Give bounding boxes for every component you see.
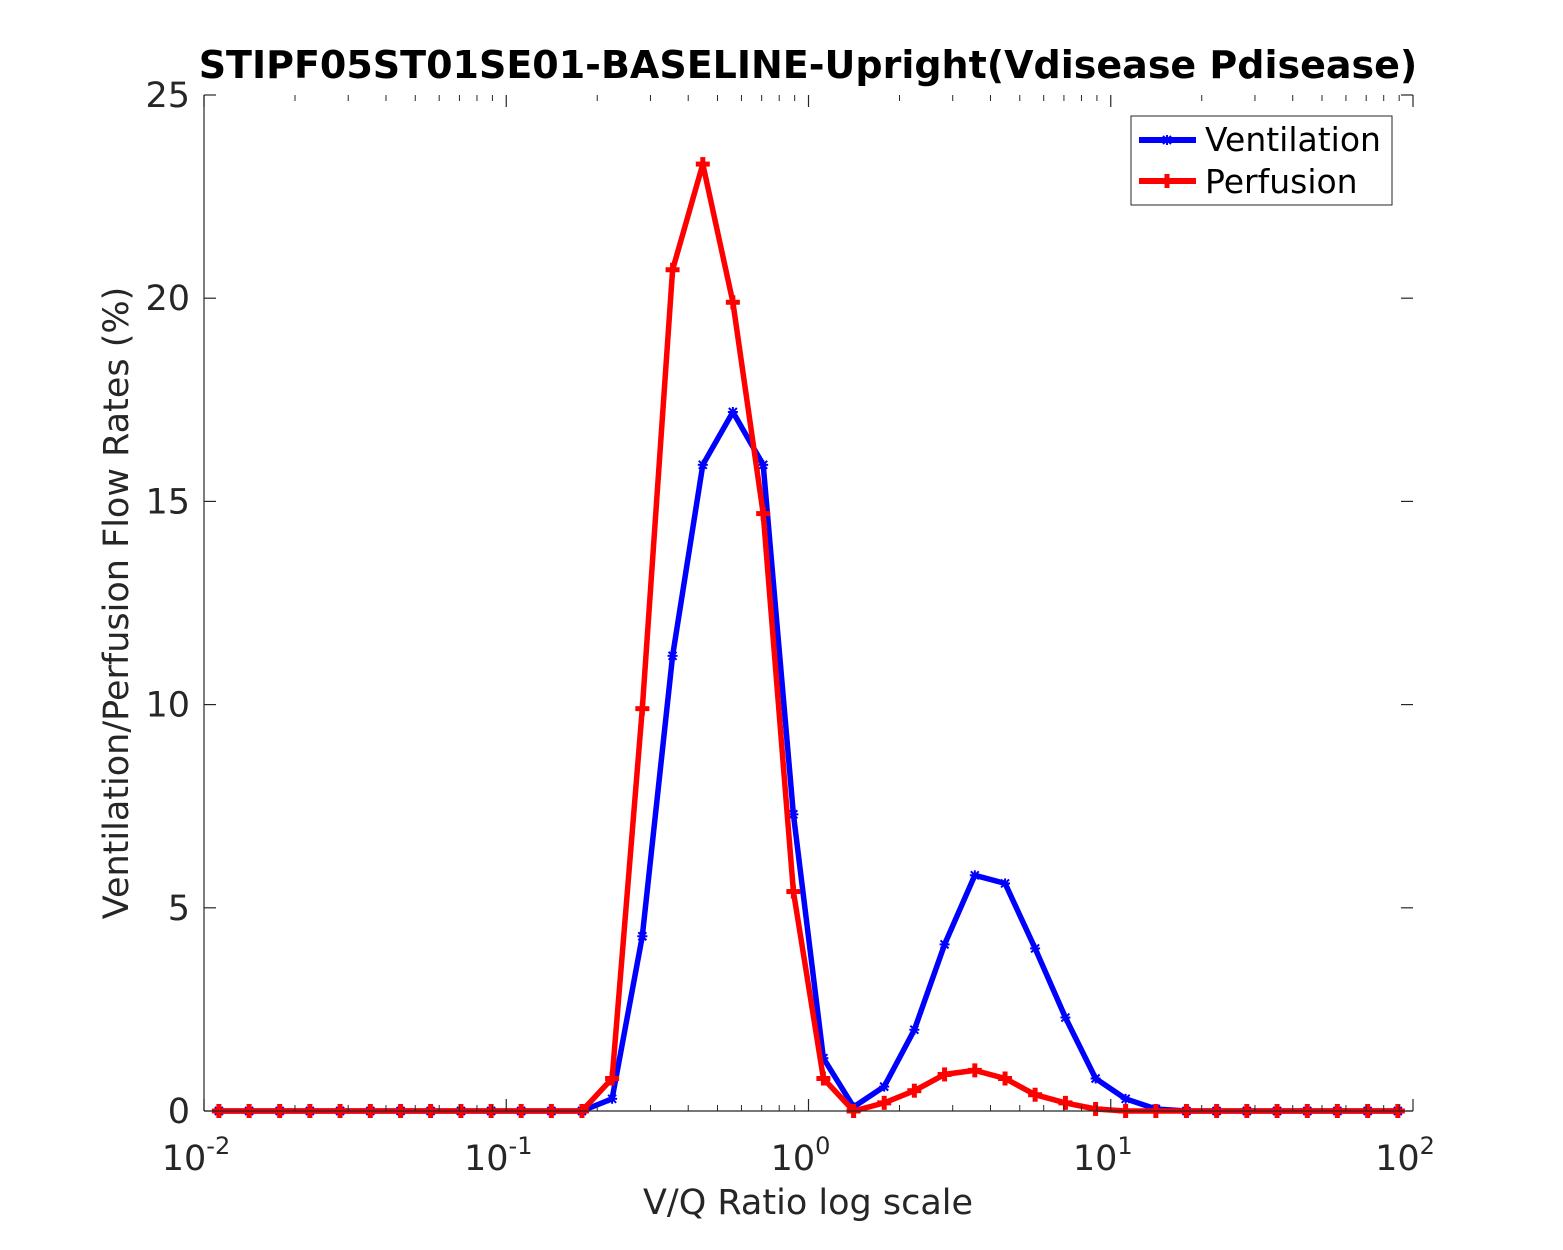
star-marker-d2: [1162, 135, 1172, 145]
legend-marker-perfusion: [1160, 174, 1174, 188]
legend-label-ventilation: Ventilation: [1205, 120, 1381, 159]
star-marker-d2: [758, 460, 768, 470]
data-point: [665, 262, 680, 277]
data-point: [907, 1083, 922, 1098]
star-marker-d2: [788, 809, 799, 820]
data-point: [788, 809, 799, 820]
y-tick-label: 5: [168, 889, 190, 929]
star-marker-d2: [939, 939, 950, 950]
star-marker-d2: [1030, 943, 1040, 954]
data-point: [967, 1063, 982, 1078]
data-point: [879, 1081, 890, 1092]
star-marker-d2: [1000, 878, 1010, 889]
star-marker-d2: [1060, 1012, 1071, 1023]
data-point: [637, 931, 648, 942]
data-point: [939, 939, 950, 950]
star-marker-d2: [728, 407, 738, 417]
data-point: [1120, 1093, 1131, 1104]
data-point: [727, 406, 738, 417]
data-point: [1058, 1095, 1073, 1110]
legend: Ventilation Perfusion: [1130, 115, 1393, 206]
data-point: [756, 506, 771, 521]
data-point: [697, 459, 708, 470]
x-tick-label: 102: [1375, 1132, 1435, 1179]
data-point: [1090, 1073, 1101, 1084]
data-point: [758, 459, 769, 470]
data-point: [667, 650, 678, 661]
star-marker-d2: [970, 870, 980, 880]
y-tick-label: 25: [145, 76, 190, 116]
data-point: [725, 295, 740, 310]
data-point: [1060, 1012, 1071, 1023]
data-point: [816, 1071, 831, 1086]
star-marker-d2: [1120, 1094, 1131, 1104]
star-marker-d2: [1090, 1073, 1101, 1084]
star-marker-d2: [637, 931, 648, 941]
star-marker-d2: [879, 1081, 889, 1092]
data-point: [969, 870, 980, 881]
y-ticks: 0 5 10 15 20 25: [145, 76, 1413, 1132]
chart-title: STIPF05ST01SE01-BASELINE-Upright(Vdiseas…: [199, 43, 1418, 87]
data-point: [695, 157, 710, 172]
data-point: [635, 701, 650, 716]
star-marker-d2: [698, 460, 708, 470]
star-marker-d2: [667, 651, 678, 661]
data-point: [605, 1071, 620, 1086]
star-marker-d2: [909, 1025, 920, 1035]
x-tick-label: 100: [771, 1132, 831, 1179]
x-tick-label: 10-1: [464, 1132, 532, 1179]
x-tick-label: 101: [1073, 1132, 1133, 1179]
star-marker-d2: [607, 1094, 617, 1104]
data-point: [1030, 943, 1041, 954]
y-tick-label: 20: [145, 279, 190, 319]
data-point: [1000, 878, 1011, 889]
data-point: [877, 1095, 892, 1110]
y-tick-label: 10: [145, 686, 190, 726]
data-point: [1088, 1101, 1103, 1116]
data-point: [607, 1093, 618, 1104]
y-tick-label: 15: [145, 482, 190, 522]
data-point: [786, 884, 801, 899]
y-axis-label: Ventilation/Perfusion Flow Rates (%): [97, 287, 137, 920]
x-ticks: 10-2 10-1 100 101 102: [162, 95, 1435, 1179]
data-point: [937, 1067, 952, 1082]
legend-label-perfusion: Perfusion: [1205, 162, 1358, 201]
x-axis-label: V/Q Ratio log scale: [643, 1183, 973, 1223]
x-tick-label: 10-2: [162, 1132, 230, 1179]
legend-box: [1130, 115, 1393, 206]
data-point: [1028, 1087, 1043, 1102]
data-point: [998, 1071, 1013, 1086]
legend-marker-ventilation: [1162, 135, 1172, 145]
y-tick-label: 0: [168, 1092, 190, 1132]
data-point: [909, 1024, 920, 1035]
